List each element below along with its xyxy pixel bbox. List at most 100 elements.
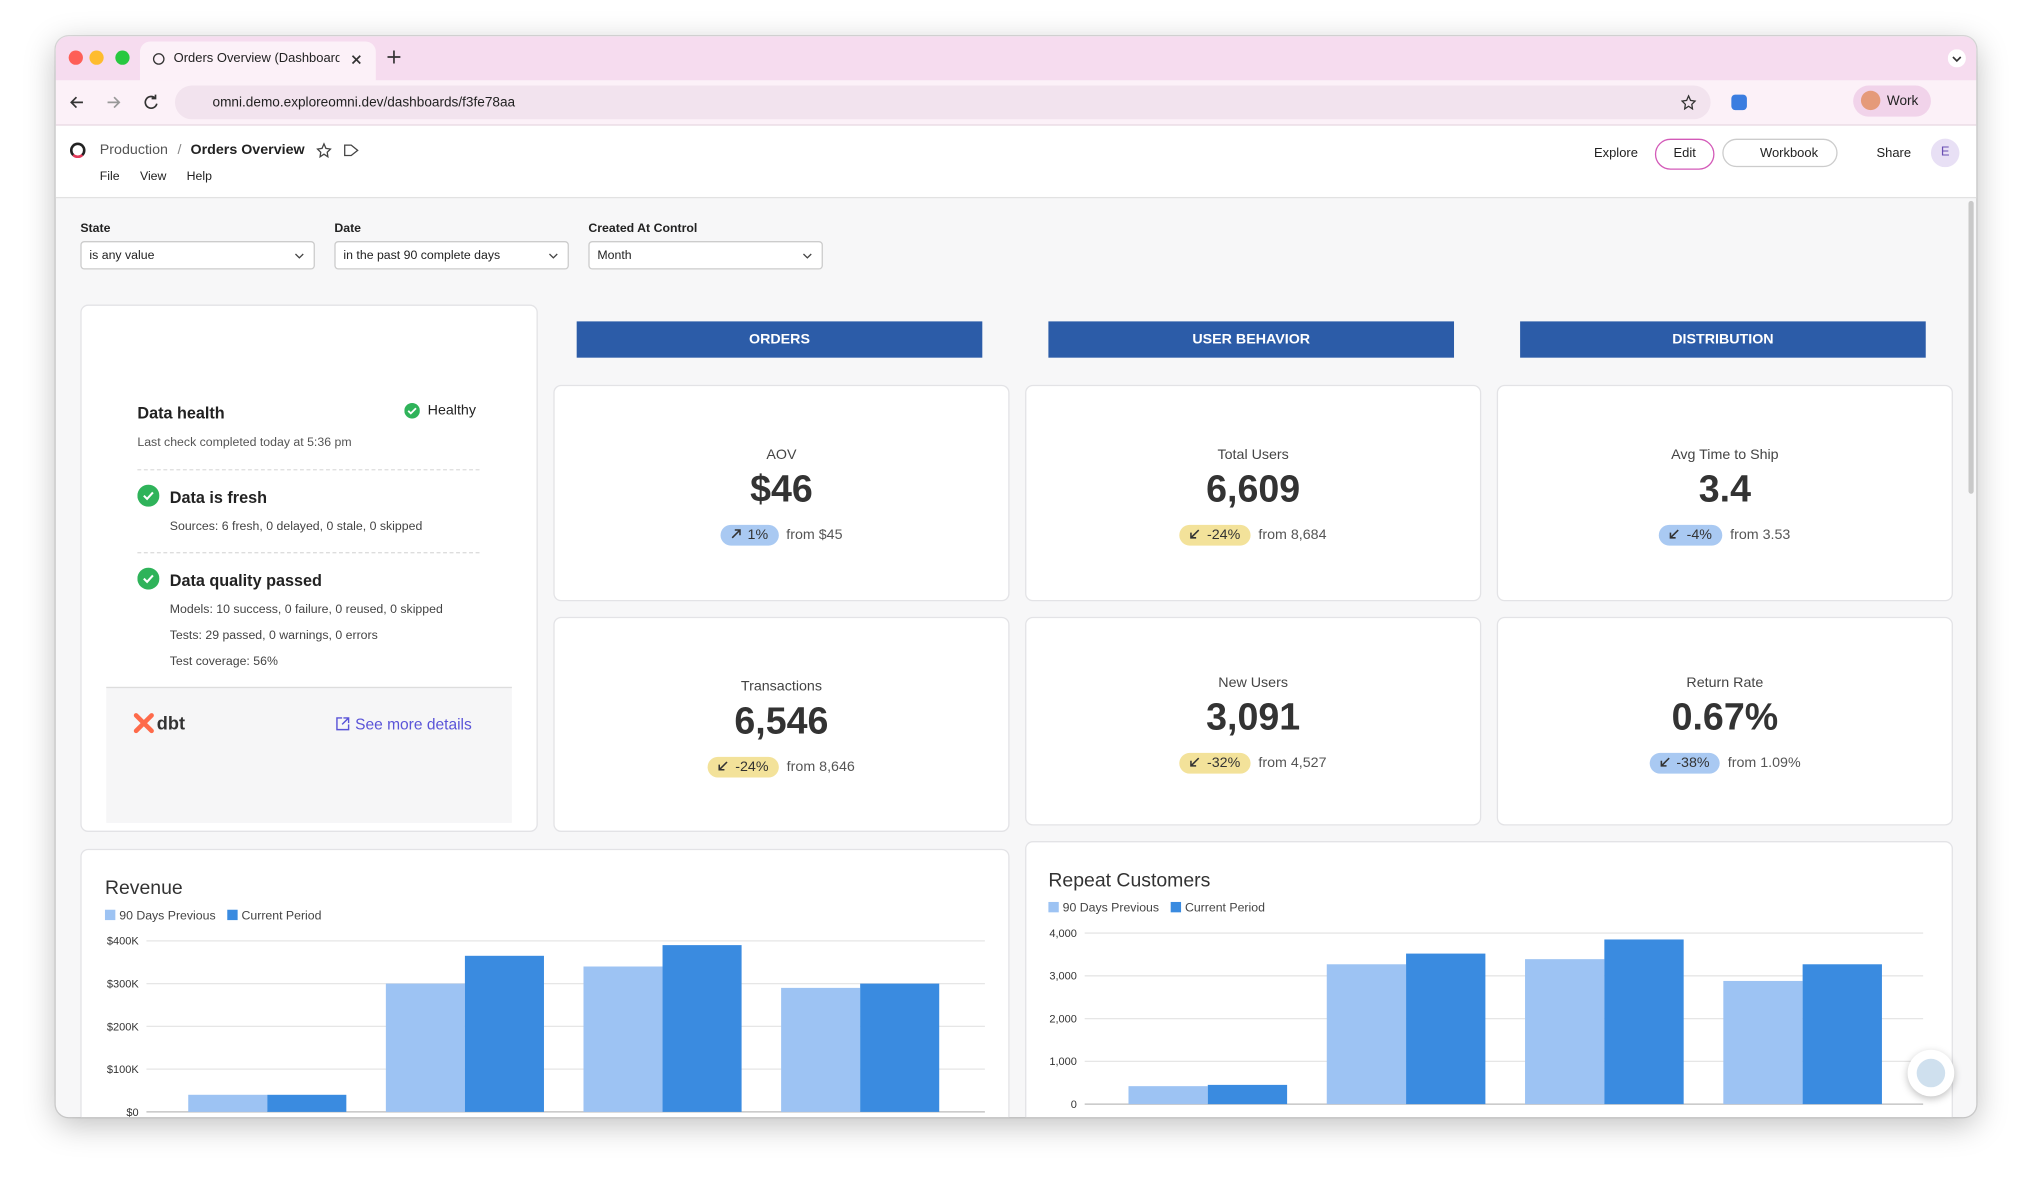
kpi-label: Return Rate bbox=[1686, 675, 1764, 691]
chevron bbox=[803, 253, 812, 259]
logo[interactable] bbox=[69, 142, 86, 159]
breadcrumb[interactable]: Production bbox=[99, 142, 168, 159]
profile[interactable]: Work bbox=[1853, 85, 1931, 117]
new-tab[interactable] bbox=[387, 50, 401, 64]
check-icon bbox=[137, 484, 160, 507]
close-window[interactable] bbox=[68, 50, 83, 65]
bar bbox=[464, 955, 544, 1112]
avatar[interactable]: E bbox=[1930, 138, 1960, 168]
status-icon bbox=[404, 403, 420, 419]
kpi-change-row: -24% from 8,684 bbox=[1026, 524, 1480, 546]
tab-menu[interactable] bbox=[1947, 49, 1966, 68]
check-icon bbox=[137, 567, 160, 590]
section-header: DISTRIBUTION bbox=[1520, 321, 1926, 358]
maximize-window[interactable] bbox=[115, 50, 130, 65]
tab-close[interactable] bbox=[351, 54, 361, 65]
address-bar[interactable]: omni.demo.exploreomni.dev/dashboards/f3f… bbox=[174, 85, 1711, 120]
favorite[interactable] bbox=[316, 142, 332, 159]
kpi-change: -32% bbox=[1206, 755, 1241, 772]
bar bbox=[662, 945, 742, 1112]
y-tick-label: $200K bbox=[107, 1021, 139, 1033]
menu-file[interactable]: File bbox=[99, 169, 120, 185]
kpi-change: -24% bbox=[735, 759, 769, 775]
nav-buttons[interactable] bbox=[69, 93, 173, 111]
legend-swatch bbox=[1170, 901, 1182, 913]
bar bbox=[781, 987, 861, 1112]
charts: Revenue 90 Days Previous Current Period $0 $… bbox=[104, 869, 1924, 1117]
kpi-label: New Users bbox=[1218, 675, 1289, 691]
kpi-badge: -4% bbox=[1659, 524, 1723, 546]
chevron bbox=[295, 253, 304, 259]
check-title: Data quality passed bbox=[169, 571, 322, 590]
section-header: USER BEHAVIOR bbox=[1048, 321, 1455, 358]
legend-label: 90 Days Previous bbox=[1063, 901, 1159, 915]
minimize-window[interactable] bbox=[89, 50, 104, 65]
bar bbox=[188, 1094, 268, 1112]
legend-label: 90 Days Previous bbox=[119, 908, 215, 922]
legend-label: Current Period bbox=[1185, 901, 1265, 915]
bar bbox=[1207, 1084, 1288, 1105]
explore-button[interactable]: Explore bbox=[1593, 146, 1638, 161]
filter-dropdown[interactable]: is any value bbox=[80, 241, 315, 270]
kpi-card: Avg Time to Ship 3.4 -4% from 3.53 bbox=[1496, 384, 1953, 602]
check-detail: Sources: 6 fresh, 0 delayed, 0 stale, 0 … bbox=[169, 519, 423, 534]
kpi-value: 6,609 bbox=[1206, 469, 1301, 511]
kpi-card: Total Users 6,609 -24% from 8,684 bbox=[1025, 384, 1482, 602]
trend-arrow bbox=[1670, 529, 1680, 539]
tab[interactable]: Orders Overview (Dashboard bbox=[139, 41, 376, 81]
tab-icon bbox=[152, 53, 165, 65]
y-tick-label: $400K bbox=[107, 936, 139, 948]
bar bbox=[1326, 964, 1407, 1105]
kpi-label: AOV bbox=[766, 447, 797, 463]
kpi-change: -38% bbox=[1676, 755, 1710, 772]
trend-arrow bbox=[1659, 757, 1670, 767]
check-detail: Test coverage: 56% bbox=[169, 654, 278, 669]
share-button[interactable]: Share bbox=[1876, 146, 1912, 161]
bar bbox=[583, 966, 663, 1112]
filter-label: Date bbox=[334, 221, 362, 236]
trend-arrow bbox=[731, 529, 741, 539]
trend-arrow bbox=[1190, 529, 1200, 539]
y-tick-label: $300K bbox=[107, 978, 139, 990]
details-link[interactable]: See more details bbox=[355, 715, 472, 734]
y-tick-label: 0 bbox=[1071, 1099, 1077, 1111]
kpi-change: 1% bbox=[747, 527, 769, 543]
check-title: Data is fresh bbox=[169, 488, 268, 507]
bar bbox=[1128, 1086, 1208, 1105]
filter-value: is any value bbox=[89, 248, 155, 264]
filter-dropdown[interactable]: in the past 90 complete days bbox=[334, 241, 569, 270]
kpi-badge: 1% bbox=[720, 524, 779, 546]
bar bbox=[385, 983, 465, 1112]
kpi-value: 0.67% bbox=[1671, 697, 1779, 739]
chart-title: Repeat Customers bbox=[1048, 869, 1210, 891]
y-tick-label: $0 bbox=[126, 1107, 138, 1117]
filter-value: Month bbox=[597, 248, 632, 264]
tag[interactable] bbox=[343, 144, 359, 157]
separator: / bbox=[177, 142, 182, 159]
last-check: Last check completed today at 5:36 pm bbox=[137, 435, 352, 450]
kpi-change: -24% bbox=[1206, 527, 1241, 543]
kpi-from: from 4,527 bbox=[1258, 755, 1327, 772]
kpi-card: Return Rate 0.67% -38% from 1.09% bbox=[1496, 616, 1953, 826]
kpi-from: from 8,646 bbox=[786, 759, 855, 775]
chat-button[interactable] bbox=[1907, 1049, 1955, 1097]
filter-value: in the past 90 complete days bbox=[343, 248, 501, 264]
kpi-change-row: -4% from 3.53 bbox=[1498, 524, 1952, 546]
filter-dropdown[interactable]: Month bbox=[588, 241, 823, 270]
menu-help[interactable]: Help bbox=[186, 169, 212, 185]
filter-label: Created At Control bbox=[588, 221, 698, 236]
tab-bar: Orders Overview (Dashboard bbox=[55, 36, 1977, 81]
scrollbar[interactable] bbox=[1968, 200, 1974, 494]
tab-title: Orders Overview (Dashboard bbox=[173, 51, 340, 67]
edit-button[interactable]: Edit bbox=[1654, 138, 1715, 170]
kpi-badge: -32% bbox=[1179, 752, 1251, 774]
kpi-change-row: -32% from 4,527 bbox=[1026, 752, 1480, 774]
filter-label: State bbox=[80, 221, 111, 236]
extension[interactable] bbox=[1731, 94, 1747, 111]
bookmark-star[interactable] bbox=[1680, 94, 1697, 111]
workbook-button[interactable]: Workbook bbox=[1722, 138, 1838, 168]
menu-view[interactable]: View bbox=[139, 169, 167, 185]
dbt-logo bbox=[133, 713, 154, 734]
